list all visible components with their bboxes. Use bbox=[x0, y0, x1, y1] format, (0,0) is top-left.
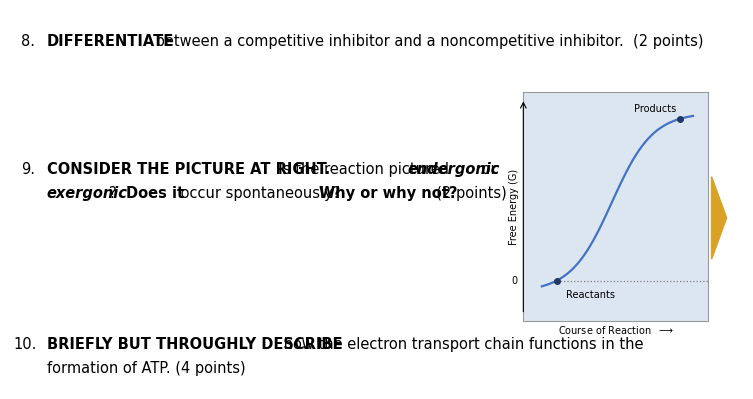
Text: BRIEFLY BUT THROUGHLY DESCRIBE: BRIEFLY BUT THROUGHLY DESCRIBE bbox=[47, 337, 342, 352]
Text: ?: ? bbox=[109, 186, 126, 201]
Text: 0: 0 bbox=[512, 276, 518, 286]
X-axis label: Course of Reaction  $\longrightarrow$: Course of Reaction $\longrightarrow$ bbox=[557, 324, 674, 336]
Text: (2 points): (2 points) bbox=[427, 186, 507, 201]
Text: occur spontaneously?: occur spontaneously? bbox=[176, 186, 350, 201]
Text: exergonic: exergonic bbox=[47, 186, 127, 201]
Text: or: or bbox=[477, 162, 496, 177]
Text: between a competitive inhibitor and a noncompetitive inhibitor.  (2 points): between a competitive inhibitor and a no… bbox=[151, 34, 703, 49]
Text: Is the reaction pictured: Is the reaction pictured bbox=[274, 162, 454, 177]
Text: formation of ATP. (4 points): formation of ATP. (4 points) bbox=[47, 361, 245, 376]
Text: how the electron transport chain functions in the: how the electron transport chain functio… bbox=[279, 337, 643, 352]
Text: 10.: 10. bbox=[14, 337, 37, 352]
Text: endergonic: endergonic bbox=[407, 162, 500, 177]
Text: Reactants: Reactants bbox=[566, 290, 614, 300]
Text: 9.: 9. bbox=[21, 162, 35, 177]
Text: Why or why not?: Why or why not? bbox=[319, 186, 458, 201]
Text: Products: Products bbox=[634, 104, 676, 114]
Polygon shape bbox=[712, 177, 727, 259]
Text: CONSIDER THE PICTURE AT RIGHT.: CONSIDER THE PICTURE AT RIGHT. bbox=[47, 162, 330, 177]
Text: DIFFERENTIATE: DIFFERENTIATE bbox=[47, 34, 174, 49]
Text: 8.: 8. bbox=[21, 34, 35, 49]
Text: Does it: Does it bbox=[126, 186, 184, 201]
Y-axis label: Free Energy (G): Free Energy (G) bbox=[509, 168, 519, 245]
